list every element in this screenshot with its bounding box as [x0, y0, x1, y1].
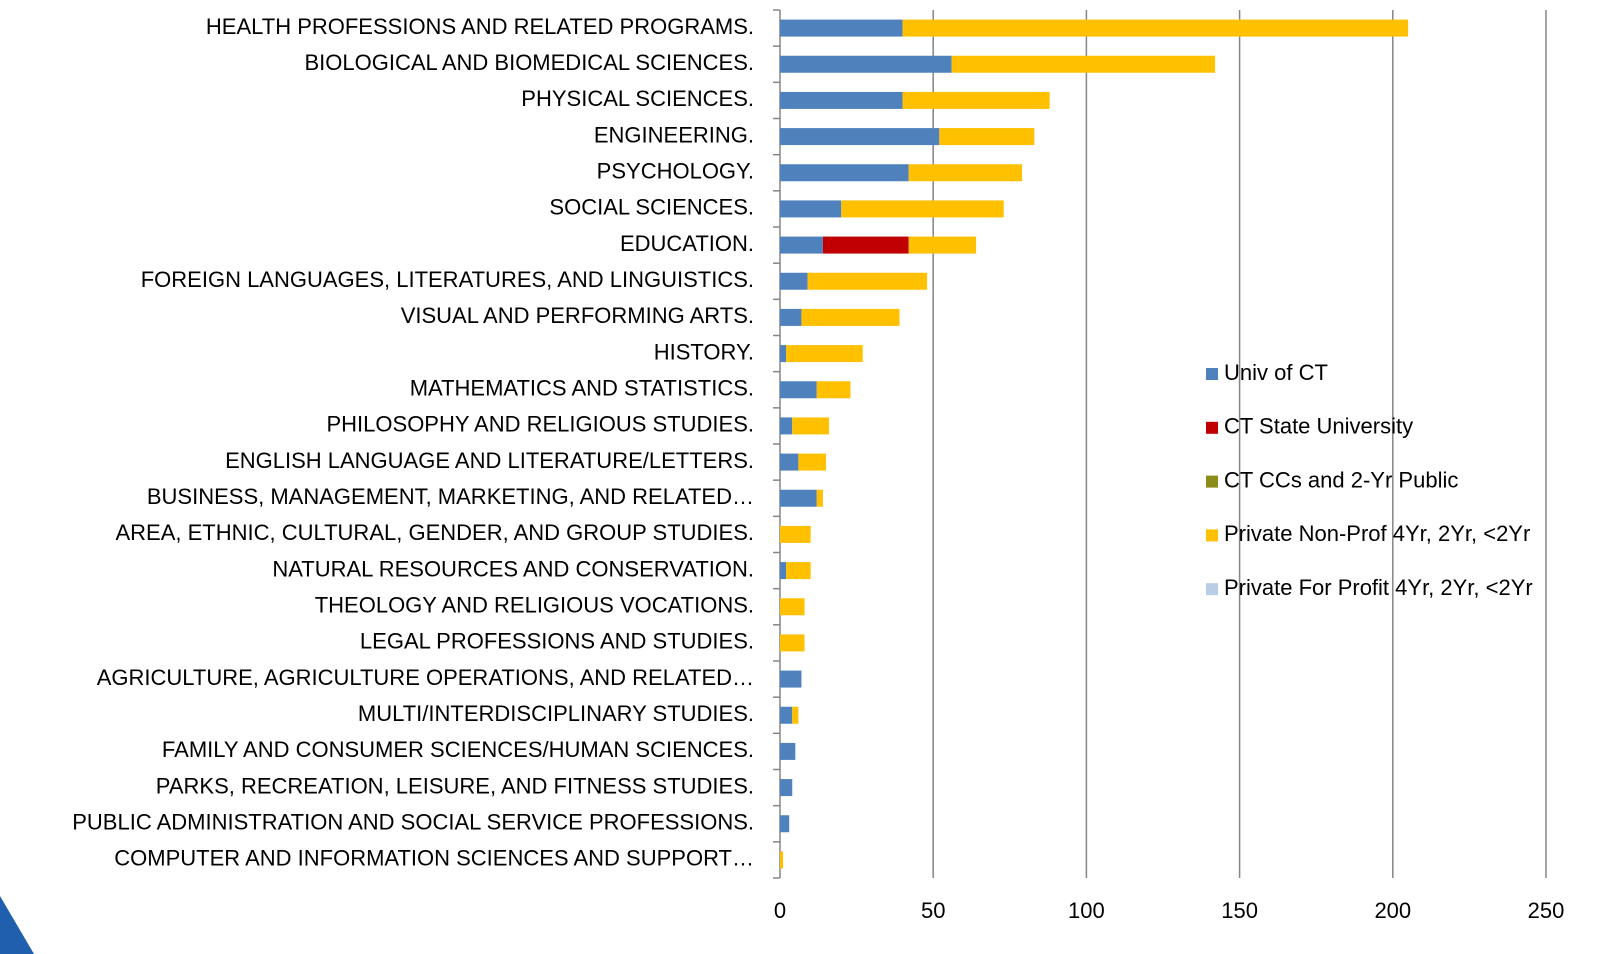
bar-segment	[902, 91, 1050, 109]
x-tick-label: 150	[1221, 898, 1258, 923]
y-tick-label: HEALTH PROFESSIONS AND RELATED PROGRAMS.	[206, 14, 754, 39]
legend-swatch	[1206, 421, 1218, 434]
bar-segment	[841, 200, 1004, 218]
bar-segment	[780, 525, 811, 543]
legend-swatch	[1206, 583, 1218, 596]
bar-segment	[780, 453, 799, 471]
bar-segment	[780, 55, 952, 73]
y-tick-label: MATHEMATICS AND STATISTICS.	[410, 376, 754, 401]
y-tick-label: MULTI/INTERDISCIPLINARY STUDIES.	[358, 701, 754, 726]
bar-segment	[786, 345, 863, 363]
bar-segment	[780, 598, 805, 616]
y-tick-label: HISTORY.	[654, 339, 754, 364]
bar-segment	[908, 236, 977, 254]
y-tick-label: EDUCATION.	[620, 231, 754, 256]
y-tick-label: SOCIAL SCIENCES.	[549, 195, 754, 220]
y-tick-label: FOREIGN LANGUAGES, LITERATURES, AND LING…	[141, 267, 754, 292]
bar-segment	[780, 851, 784, 869]
x-tick-label: 200	[1374, 898, 1411, 923]
bar-segment	[780, 815, 790, 833]
y-tick-label: COMPUTER AND INFORMATION SCIENCES AND SU…	[114, 846, 754, 871]
bar-segment	[786, 562, 811, 580]
bar-segment	[780, 742, 796, 760]
y-tick-label: PHILOSOPHY AND RELIGIOUS STUDIES.	[327, 412, 755, 437]
bar-segment	[792, 706, 799, 724]
y-tick-label: THEOLOGY AND RELIGIOUS VOCATIONS.	[315, 593, 754, 618]
y-tick-label: PSYCHOLOGY.	[597, 159, 754, 184]
x-tick-label: 50	[921, 898, 945, 923]
legend-swatch	[1206, 475, 1218, 488]
bar-segment	[816, 381, 851, 399]
legend-label: Private Non-Prof 4Yr, 2Yr, <2Yr	[1224, 521, 1530, 546]
legend-label: CT CCs and 2-Yr Public	[1224, 467, 1458, 492]
bar-segment	[780, 779, 793, 797]
bar-segment	[798, 453, 826, 471]
bar-segment	[780, 417, 793, 435]
y-tick-label: LEGAL PROFESSIONS AND STUDIES.	[360, 629, 754, 654]
x-tick-label: 250	[1528, 898, 1565, 923]
corner-decoration	[0, 896, 34, 954]
bar-segment	[792, 417, 830, 435]
y-tick-label: AREA, ETHNIC, CULTURAL, GENDER, AND GROU…	[115, 520, 754, 545]
y-tick-label: NATURAL RESOURCES AND CONSERVATION.	[272, 556, 754, 581]
x-tick-label: 100	[1068, 898, 1105, 923]
bar-segment	[780, 634, 805, 652]
y-tick-label: ENGLISH LANGUAGE AND LITERATURE/LETTERS.	[225, 448, 754, 473]
bar-segment	[780, 562, 787, 580]
bar-segment	[780, 128, 940, 146]
x-tick-label: 0	[774, 898, 786, 923]
bar-segment	[902, 19, 1409, 37]
y-tick-label: VISUAL AND PERFORMING ARTS.	[401, 303, 754, 328]
bar-segment	[780, 200, 842, 218]
bar-segment	[780, 236, 823, 254]
bar-segment	[780, 381, 817, 399]
y-tick-label: BIOLOGICAL AND BIOMEDICAL SCIENCES.	[305, 50, 755, 75]
bar-segment	[780, 706, 793, 724]
bar-segment	[780, 489, 817, 507]
bar-segment	[780, 670, 802, 688]
bar-segment	[780, 345, 787, 363]
legend-label: Univ of CT	[1224, 360, 1328, 385]
bar-segment	[951, 55, 1216, 73]
bar-segment	[822, 236, 909, 254]
legend-swatch	[1206, 368, 1218, 380]
bar-segment	[780, 91, 903, 109]
bar-segment	[801, 308, 900, 326]
y-tick-label: FAMILY AND CONSUMER SCIENCES/HUMAN SCIEN…	[162, 737, 754, 762]
legend-label: CT State University	[1224, 414, 1413, 439]
y-tick-label: PHYSICAL SCIENCES.	[521, 86, 754, 111]
y-tick-label: ENGINEERING.	[594, 122, 754, 147]
bar-segment	[780, 308, 802, 326]
bar-segment	[780, 272, 808, 290]
y-tick-label: PUBLIC ADMINISTRATION AND SOCIAL SERVICE…	[72, 810, 754, 835]
legend-swatch	[1206, 529, 1218, 542]
bar-segment	[780, 19, 903, 37]
bar-segment	[807, 272, 928, 290]
legend-label: Private For Profit 4Yr, 2Yr, <2Yr	[1224, 575, 1533, 600]
y-tick-label: AGRICULTURE, AGRICULTURE OPERATIONS, AND…	[97, 665, 754, 690]
bar-segment	[780, 164, 909, 182]
bar-segment	[908, 164, 1023, 182]
y-tick-label: PARKS, RECREATION, LEISURE, AND FITNESS …	[156, 773, 754, 798]
bar-segment	[939, 128, 1035, 146]
bar-segment	[816, 489, 823, 507]
y-tick-label: BUSINESS, MANAGEMENT, MARKETING, AND REL…	[147, 484, 754, 509]
